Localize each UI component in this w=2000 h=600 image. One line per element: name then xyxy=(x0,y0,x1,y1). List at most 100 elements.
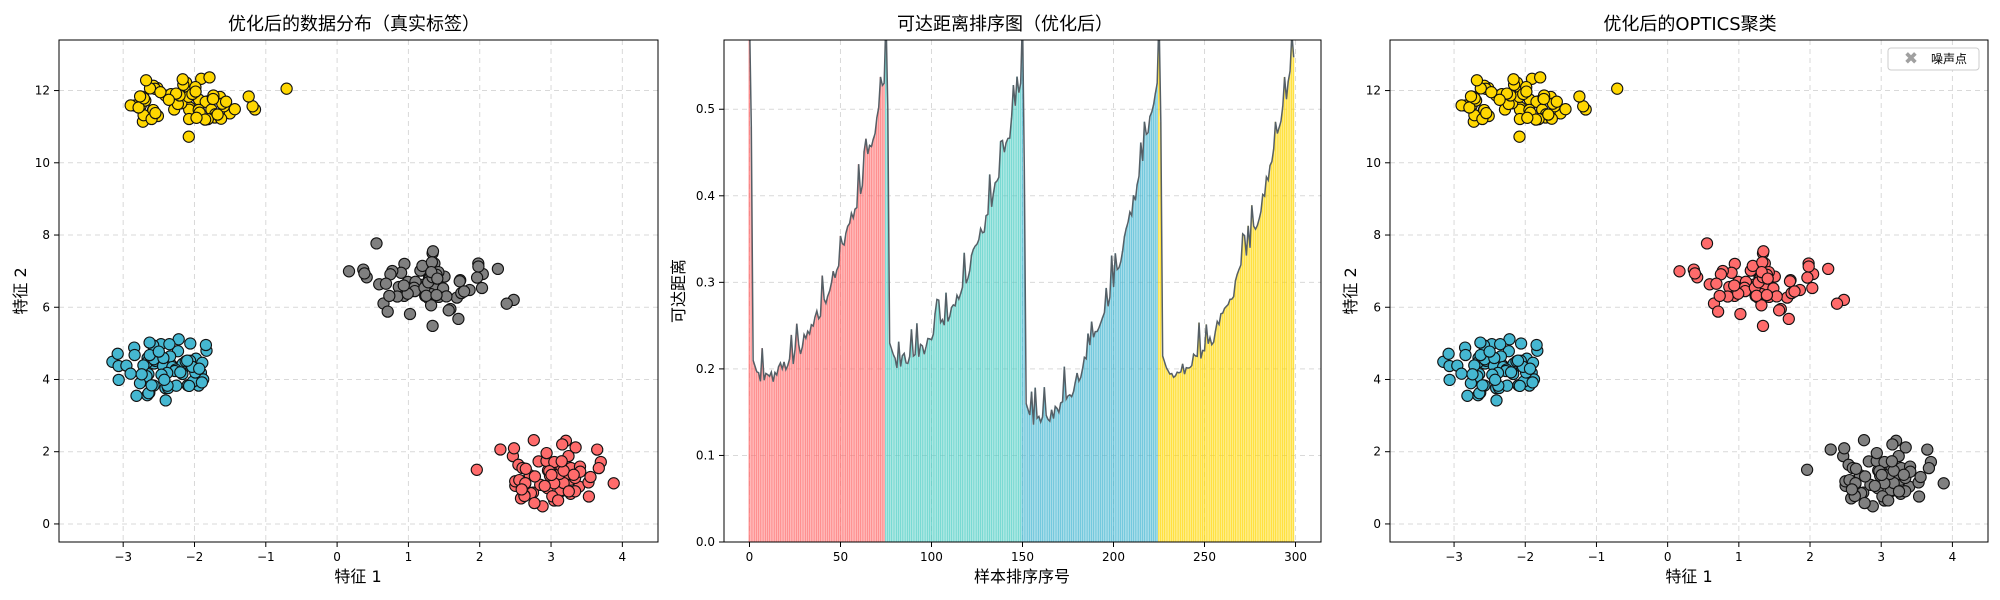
reachability-bar xyxy=(1061,401,1064,542)
reachability-bar xyxy=(1254,229,1257,542)
reachability-bar xyxy=(1218,324,1220,542)
data-points xyxy=(106,71,620,513)
reachability-bar xyxy=(1034,387,1036,542)
reachability-bar xyxy=(1136,184,1138,542)
reachability-bar xyxy=(1169,374,1171,542)
scatter-point xyxy=(135,368,148,381)
reachability-bar xyxy=(1223,308,1226,542)
reachability-bar xyxy=(923,354,925,542)
data-points xyxy=(1437,71,1950,513)
y-tick-label: 12 xyxy=(1366,84,1381,98)
reachability-bar xyxy=(1247,225,1249,542)
x-tick-label: 4 xyxy=(1949,550,1957,564)
scatter-point xyxy=(181,354,194,367)
reachability-bar xyxy=(1281,106,1284,542)
reachability-bar xyxy=(1150,112,1153,542)
reachability-bar xyxy=(768,376,771,542)
reachability-bar xyxy=(932,334,934,542)
scatter-point xyxy=(1534,71,1547,84)
reachability-bar xyxy=(1045,415,1047,542)
reachability-bar xyxy=(841,243,843,542)
y-tick-label: 12 xyxy=(35,84,50,98)
reachability-bar xyxy=(914,354,916,542)
x-tick-label: 0 xyxy=(1664,550,1672,564)
reachability-bar xyxy=(1172,377,1175,542)
scatter-point xyxy=(1858,496,1871,510)
scatter-point xyxy=(176,73,189,86)
reachability-bar xyxy=(1170,373,1173,542)
reachability-bar xyxy=(794,350,796,542)
scatter-point xyxy=(203,71,216,84)
reachability-bar xyxy=(1056,408,1058,542)
reachability-bar xyxy=(1054,406,1056,542)
reachability-bar xyxy=(826,295,829,542)
scatter-point xyxy=(1573,90,1586,103)
reachability-bar xyxy=(1192,354,1195,542)
scatter-point xyxy=(582,490,596,503)
reachability-bar xyxy=(1263,196,1266,542)
scatter-point xyxy=(1761,272,1774,285)
y-tick-label: 0.4 xyxy=(696,189,715,203)
reachability-bar xyxy=(1128,211,1131,542)
reachability-bar xyxy=(828,291,831,542)
x-tick-label: −2 xyxy=(1516,550,1534,564)
scatter-point xyxy=(452,312,465,326)
reachability-bar xyxy=(1158,40,1160,542)
reachability-bar xyxy=(1272,149,1275,542)
reachability-bar xyxy=(1258,219,1260,542)
reachability-bar xyxy=(1240,264,1242,542)
reachability-bar xyxy=(983,231,985,542)
scatter-point xyxy=(1476,379,1489,392)
scatter-point xyxy=(383,289,396,303)
reachability-bar xyxy=(956,295,958,542)
y-tick-label: 0.5 xyxy=(696,102,715,116)
scatter-point xyxy=(189,85,202,98)
scatter-point xyxy=(206,92,220,106)
reachability-bar xyxy=(892,354,894,542)
reachability-bar xyxy=(1154,93,1156,542)
panel-title: 可达距离排序图（优化后） xyxy=(897,14,1113,35)
reachability-bar xyxy=(1083,357,1085,542)
reachability-bar xyxy=(963,252,965,542)
scatter-point xyxy=(1875,468,1888,482)
x-tick-label: 100 xyxy=(920,550,943,564)
reachability-bar xyxy=(1183,374,1186,542)
reachability-bar xyxy=(1265,176,1267,542)
scatter-point xyxy=(1886,438,1899,451)
x-tick-label: −1 xyxy=(257,550,275,564)
scatter-point xyxy=(470,463,483,476)
reachability-bar xyxy=(896,367,898,542)
scatter-point xyxy=(1845,483,1859,496)
scatter-point xyxy=(1474,336,1487,349)
scatter-point xyxy=(1838,442,1851,455)
reachability-bar xyxy=(1190,365,1193,542)
scatter-point xyxy=(193,362,206,375)
reachability-bar xyxy=(928,338,931,542)
panel-title: 优化后的OPTICS聚类 xyxy=(1603,14,1776,35)
reachability-bar xyxy=(835,270,838,542)
reachability-bar xyxy=(832,271,834,542)
plot-frame xyxy=(58,39,659,543)
reachability-bar xyxy=(757,372,760,542)
reachability-bar xyxy=(1199,358,1202,542)
reachability-bar xyxy=(1269,165,1271,542)
reachability-bar xyxy=(772,381,774,542)
scatter-point xyxy=(403,307,417,321)
x-tick-label: −3 xyxy=(1445,550,1463,564)
reachability-bar xyxy=(921,345,923,542)
scatter-point xyxy=(342,265,356,278)
reachability-bar xyxy=(910,329,913,542)
y-tick-label: 8 xyxy=(1373,228,1381,242)
reachability-bar xyxy=(870,146,872,542)
scatter-point xyxy=(1494,338,1507,351)
reachability-bar xyxy=(1037,416,1040,542)
panel-title: 优化后的数据分布（真实标签） xyxy=(228,14,480,35)
reachability-bar xyxy=(1189,367,1191,542)
scatter-point xyxy=(1611,82,1624,95)
reachability-bar xyxy=(1052,418,1054,542)
scatter-point xyxy=(1870,446,1883,460)
reachability-bar xyxy=(1032,424,1034,542)
reachability-bar xyxy=(1285,99,1287,542)
scatter-point xyxy=(1756,319,1770,333)
